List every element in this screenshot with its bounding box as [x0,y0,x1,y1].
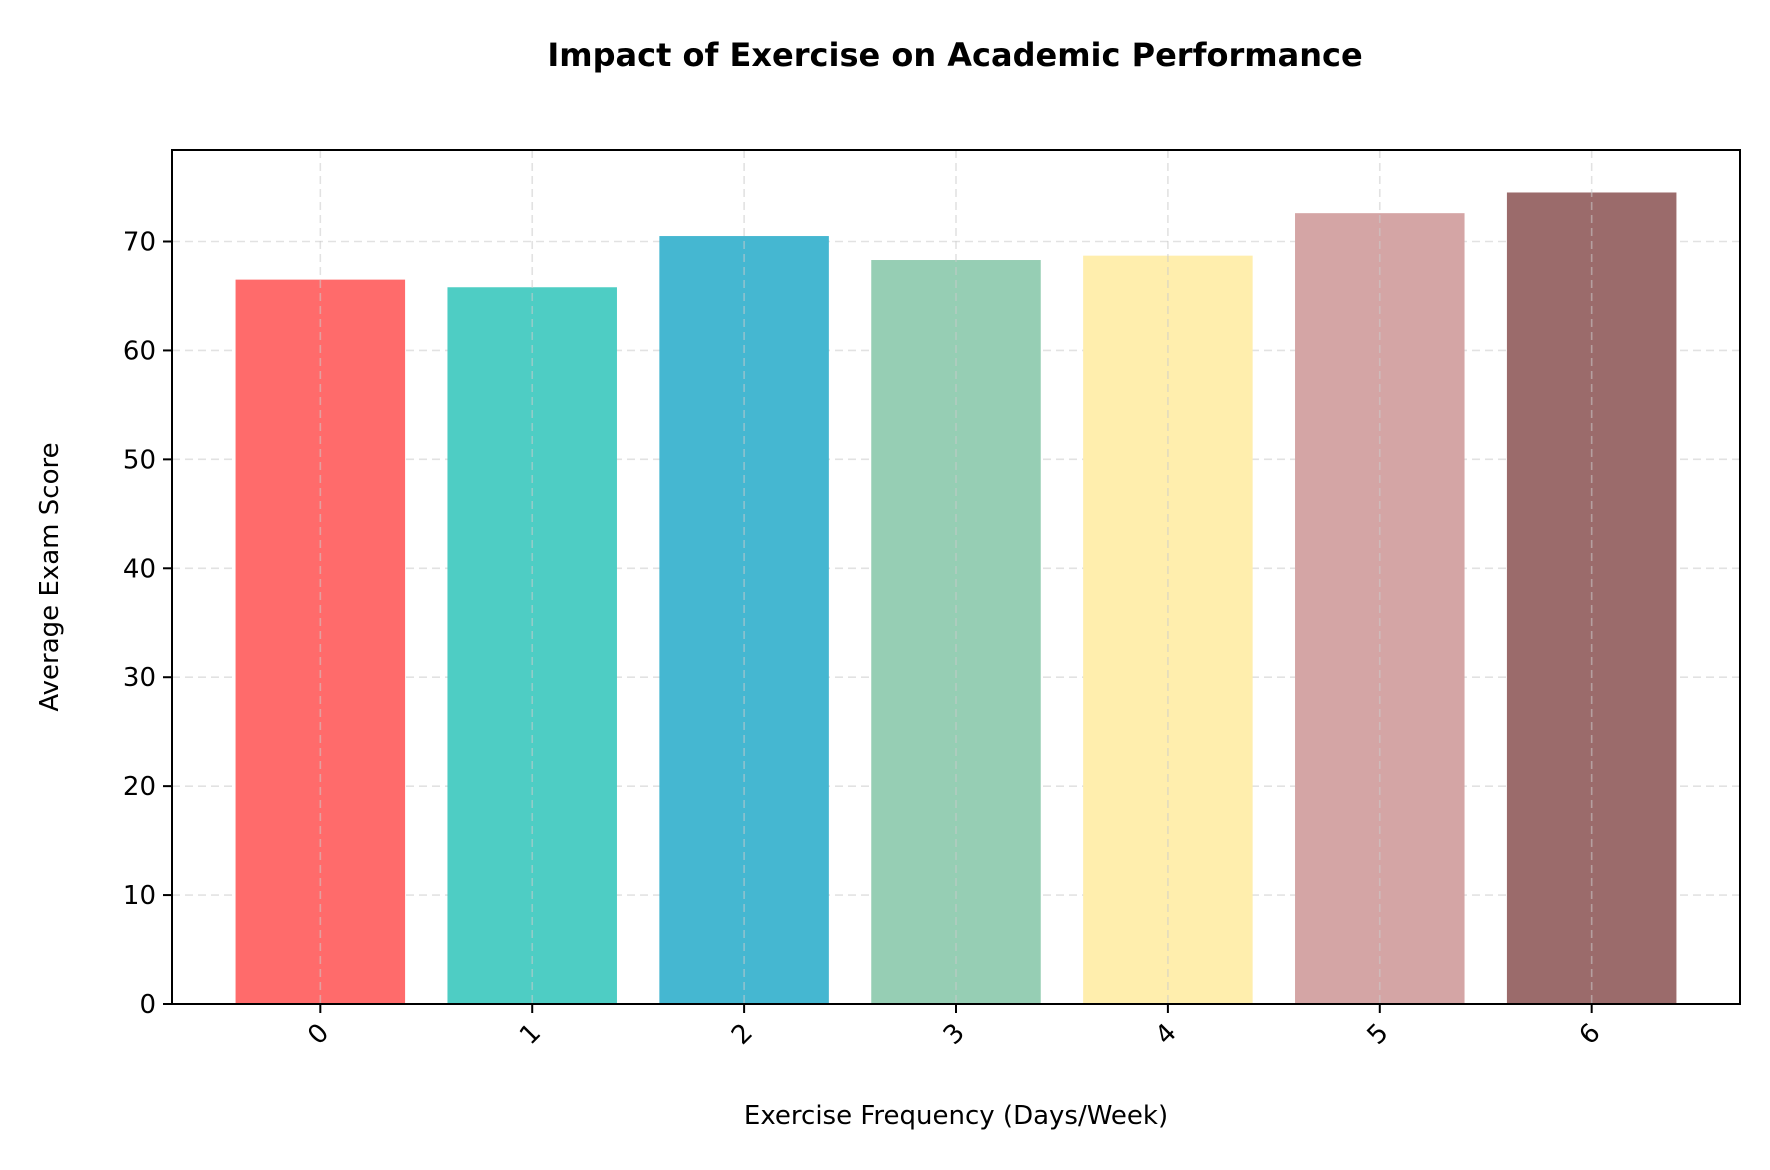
y-tick-label: 30 [123,663,156,693]
y-axis-label: Average Exam Score [35,442,65,711]
x-tick-label: 2 [726,1018,759,1051]
x-tick-label: 0 [302,1018,335,1051]
x-axis-ticks: 0 1 2 3 4 5 6 [302,1004,1606,1051]
y-tick-label: 40 [123,554,156,584]
chart-title: Impact of Exercise on Academic Performan… [547,36,1362,74]
x-tick-label: 3 [938,1018,971,1051]
x-tick-label: 4 [1150,1018,1183,1051]
y-tick-label: 50 [123,445,156,475]
y-tick-label: 70 [123,228,156,258]
x-tick-label: 6 [1574,1018,1607,1051]
y-axis-ticks: 0 10 20 30 40 50 60 70 [123,228,172,1020]
y-tick-label: 0 [139,990,156,1020]
x-tick-label: 1 [514,1018,547,1051]
y-tick-label: 20 [123,772,156,802]
x-tick-label: 5 [1362,1018,1395,1051]
y-tick-label: 10 [123,881,156,911]
x-axis-label: Exercise Frequency (Days/Week) [744,1101,1168,1131]
y-tick-label: 60 [123,336,156,366]
